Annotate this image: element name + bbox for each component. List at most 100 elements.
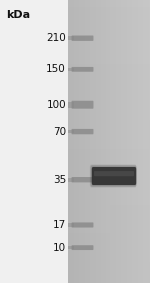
FancyBboxPatch shape [72,245,93,250]
Bar [68,0,150,7]
FancyBboxPatch shape [94,171,134,176]
Bar [68,106,150,113]
Bar [116,0,117,283]
Bar [68,205,150,212]
Bar [143,0,145,283]
Bar [108,0,109,283]
Bar [68,198,150,205]
FancyBboxPatch shape [92,167,136,185]
Bar [101,0,102,283]
Bar [72,0,74,283]
Bar [68,113,150,120]
Bar [104,0,105,283]
Bar [68,149,150,156]
FancyBboxPatch shape [72,101,93,109]
Bar [68,57,150,64]
Bar [140,0,142,283]
Bar [113,0,115,283]
FancyBboxPatch shape [68,223,74,227]
Bar [68,28,150,35]
Bar [68,71,150,78]
Bar [132,0,134,283]
Bar [68,262,150,269]
FancyBboxPatch shape [68,178,74,182]
Bar [68,42,150,50]
FancyBboxPatch shape [90,164,136,188]
FancyBboxPatch shape [72,129,93,134]
Bar [90,0,91,283]
Text: 10: 10 [53,243,66,253]
Bar [120,0,121,283]
Bar [68,248,150,255]
Bar [78,0,79,283]
Bar [68,120,150,127]
Bar [82,0,83,283]
Bar [145,0,146,283]
Bar [100,0,101,283]
Bar [68,255,150,262]
Bar [138,0,139,283]
Bar [68,142,150,149]
Bar [149,0,150,283]
Bar [97,0,98,283]
Bar [68,226,150,233]
Bar [134,0,135,283]
Bar [146,0,147,283]
Bar [111,0,112,283]
Bar [98,0,100,283]
Bar [79,0,81,283]
FancyBboxPatch shape [68,130,74,133]
Bar [68,7,150,14]
Bar [74,0,75,283]
Text: 70: 70 [53,127,66,137]
Bar [83,0,85,283]
Bar [135,0,136,283]
Bar [68,21,150,28]
Bar [68,64,150,71]
Bar [81,0,82,283]
Bar [68,170,150,177]
FancyBboxPatch shape [72,35,93,41]
Bar [86,0,87,283]
FancyBboxPatch shape [72,67,93,72]
Bar [70,0,71,283]
Bar [68,177,150,184]
FancyBboxPatch shape [68,102,74,108]
Bar [68,50,150,57]
Text: 100: 100 [46,100,66,110]
FancyBboxPatch shape [90,165,136,187]
Bar [85,0,86,283]
Bar [89,0,90,283]
Bar [68,163,150,170]
Bar [68,269,150,276]
Bar [105,0,106,283]
Bar [131,0,132,283]
Bar [68,156,150,163]
Bar [68,0,70,283]
Bar [94,0,96,283]
Text: kDa: kDa [6,10,30,20]
FancyBboxPatch shape [68,246,74,249]
Bar [126,0,127,283]
Bar [68,78,150,85]
Bar [68,184,150,191]
Bar [68,134,150,142]
Bar [76,0,78,283]
FancyBboxPatch shape [68,68,74,71]
Bar [119,0,120,283]
Bar [68,99,150,106]
Text: 35: 35 [53,175,66,185]
Bar [93,0,94,283]
Bar [68,14,150,21]
Bar [68,212,150,219]
Bar [68,233,150,241]
Bar [68,92,150,99]
Bar [68,219,150,226]
Bar [68,276,150,283]
Bar [109,0,111,283]
Bar [115,0,116,283]
Bar [128,0,130,283]
Bar [87,0,89,283]
Bar [102,0,104,283]
Bar [68,85,150,92]
